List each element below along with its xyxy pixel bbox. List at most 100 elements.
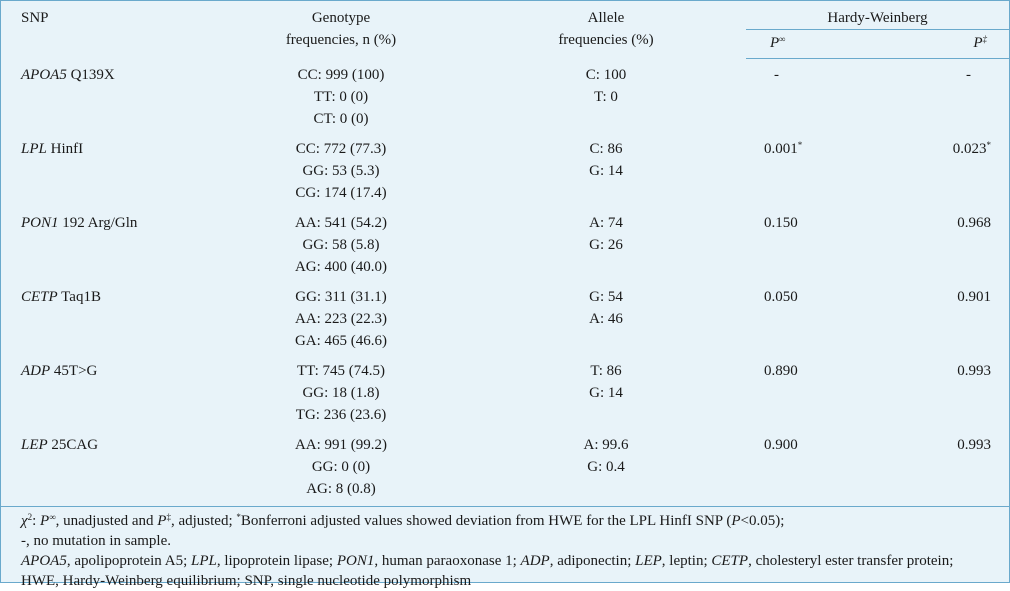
footnote-text-1: : [32,512,41,529]
genotype-value: GG: 53 (5.3) [302,162,380,179]
header-p-unadjusted-sup: ∞ [779,34,786,44]
genotype-value: CC: 999 (100) [297,66,385,83]
header-genotype-line1: Genotype [311,10,371,26]
cell-p-adjusted: 0.901 [876,281,1009,355]
allele-value: T: 0 [594,88,618,105]
p-unadjusted-value: 0.890 [764,362,798,379]
genotype-value: CG: 174 (17.4) [295,184,387,201]
header-hardy-weinberg: Hardy-Weinberg [746,1,1009,30]
snp-frequency-table: SNP Genotype frequencies, n (%) Allele f… [1,1,1009,507]
cell-genotypes: GG: 311 (31.1) AA: 223 (22.3) GA: 465 (46.… [216,281,466,355]
genotype-value: AA: 991 (99.2) [294,436,388,453]
p-unadjusted-value: 0.050 [764,288,798,305]
table-row: LPL HinfI CC: 772 (77.3) GG: 53 (5.3) CG: 1… [1,133,1009,207]
table-body: APOA5 Q139X CC: 999 (100) TT: 0 (0) CT: 0 (… [1,59,1009,507]
cell-snp: LPL HinfI [1,133,216,207]
footnote-p3: P [731,512,741,529]
gene-name: LEP [21,436,48,453]
allele-value: A: 74 [589,214,623,231]
p-adjusted-value: 0.901 [957,288,991,305]
genotype-value: GG: 18 (1.8) [302,384,380,401]
header-genotype: Genotype frequencies, n (%) [216,1,466,59]
p-unadjusted-mark: * [797,139,803,150]
p-adjusted-mark: * [986,139,992,150]
cell-genotypes: CC: 772 (77.3) GG: 53 (5.3) CG: 174 (17.4) [216,133,466,207]
genotype-value: GG: 0 (0) [311,458,371,475]
allele-value: A: 46 [589,310,623,327]
genotype-value: TT: 0 (0) [313,88,369,105]
cell-genotypes: AA: 991 (99.2) GG: 0 (0) AG: 8 (0.8) [216,428,466,507]
footnote-chi: χ [21,512,28,529]
footnote-abbreviations: APOA5, apolipoprotein A5; LPL, lipoprote… [21,551,989,591]
header-snp: SNP [21,10,49,26]
cell-alleles: A: 99.6 G: 0.4 [466,428,746,507]
cell-p-unadjusted: - [746,59,876,133]
cell-genotypes: TT: 745 (74.5) GG: 18 (1.8) TG: 236 (23.6) [216,355,466,429]
cell-p-adjusted: - [876,59,1009,133]
p-adjusted-value: 0.993 [957,362,991,379]
gene-name: APOA5 [21,66,67,83]
genotype-value: GG: 58 (5.8) [302,236,380,253]
abbrev-definition: , lipoprotein lipase; [216,552,337,569]
genotype-value: CT: 0 (0) [313,110,369,127]
abbrev-term: CETP [711,552,749,569]
p-unadjusted-value: 0.900 [764,436,798,453]
cell-alleles: T: 86 G: 14 [466,355,746,429]
genotype-value: AG: 8 (0.8) [306,480,376,497]
variant-name: 45T>G [50,362,98,379]
p-unadjusted-value: 0.150 [764,214,798,231]
gene-name: ADP [21,362,51,379]
gene-name: CETP [21,288,58,305]
allele-value: C: 86 [589,140,623,157]
table-row: LEP 25CAG AA: 991 (99.2) GG: 0 (0) AG: 8 (0… [1,428,1009,507]
cell-p-unadjusted: 0.150 [746,207,876,281]
p-unadjusted-value: - [774,67,779,83]
footnote-text-4: Bonferroni adjusted values showed deviat… [240,512,732,529]
variant-name: Taq1B [57,288,101,305]
cell-genotypes: AA: 541 (54.2) GG: 58 (5.8) AG: 400 (40.0) [216,207,466,281]
cell-snp: APOA5 Q139X [1,59,216,133]
footnote-p1-sup: ∞ [49,511,56,522]
genotype-value: CC: 772 (77.3) [295,140,387,157]
cell-p-unadjusted: 0.050 [746,281,876,355]
cell-p-adjusted: 0.993 [876,355,1009,429]
abbrev-term: LPL [190,552,217,569]
table-row: ADP 45T>G TT: 745 (74.5) GG: 18 (1.8) TG: 2… [1,355,1009,429]
footnote-line-2: -, no mutation in sample. [21,532,171,549]
p-adjusted-value: 0.993 [957,436,991,453]
p-adjusted-value: 0.968 [957,214,991,231]
cell-p-unadjusted: 0.001* [746,133,876,207]
footnote-p2-sup: ‡ [166,511,171,522]
cell-alleles: G: 54 A: 46 [466,281,746,355]
cell-p-unadjusted: 0.890 [746,355,876,429]
header-p-adjusted: P‡ [876,29,1009,59]
cell-p-adjusted: 0.023* [876,133,1009,207]
p-unadjusted-value: 0.001 [764,140,798,157]
header-genotype-line2: frequencies, n (%) [285,32,397,48]
header-p-unadjusted-letter: P [770,35,780,51]
abbrev-term: LEP [635,552,662,569]
abbrev-term: ADP [520,552,550,569]
header-p-adjusted-sup: ‡ [982,34,988,44]
cell-snp: PON1 192 Arg/Gln [1,207,216,281]
allele-value: G: 54 [589,288,623,305]
variant-name: Q139X [66,66,115,83]
footnote-chi-sup: 2 [27,511,33,522]
p-adjusted-value: - [966,67,971,83]
variant-name: 192 Arg/Gln [58,214,138,231]
abbrev-term: APOA5 [21,552,67,569]
genotype-value: TT: 745 (74.5) [297,362,385,379]
allele-value: T: 86 [590,362,622,379]
gene-name: PON1 [21,214,59,231]
genotype-value: AG: 400 (40.0) [294,258,388,275]
header-allele: Allele frequencies (%) [466,1,746,59]
cell-p-adjusted: 0.968 [876,207,1009,281]
genotype-value: AA: 223 (22.3) [294,310,388,327]
abbrev-definition: , human paraoxonase 1; [374,552,521,569]
cell-alleles: C: 86 G: 14 [466,133,746,207]
variant-name: HinfI [46,140,84,157]
footnote-line-1: χ2: P∞, unadjusted and P‡, adjusted; *Bo… [21,511,989,531]
allele-value: G: 0.4 [587,458,625,475]
allele-value: G: 14 [589,384,623,401]
